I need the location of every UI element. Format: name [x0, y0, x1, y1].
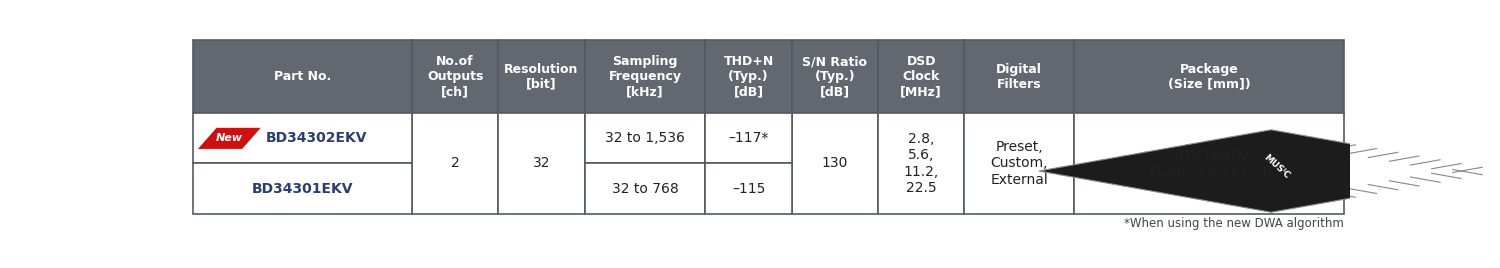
- Bar: [1074, 40, 1344, 113]
- Bar: [792, 113, 877, 214]
- Bar: [964, 40, 1074, 113]
- Bar: [1074, 113, 1344, 214]
- Text: 2.8,
5.6,
11.2,
22.5: 2.8, 5.6, 11.2, 22.5: [903, 132, 939, 195]
- Bar: [194, 113, 412, 163]
- Text: 32 to 768: 32 to 768: [612, 182, 678, 196]
- Text: –117*: –117*: [729, 131, 770, 145]
- Bar: [705, 40, 792, 113]
- Text: BD34301EKV: BD34301EKV: [252, 182, 354, 196]
- Text: HTQFP64BV
(12.0×12.0×1.0): HTQFP64BV (12.0×12.0×1.0): [1150, 148, 1268, 178]
- Bar: [585, 163, 705, 214]
- Bar: [585, 113, 705, 163]
- Polygon shape: [198, 128, 261, 149]
- Bar: [194, 40, 412, 113]
- Bar: [413, 40, 498, 113]
- Text: 32: 32: [532, 157, 550, 170]
- Text: 32 to 1,536: 32 to 1,536: [604, 131, 686, 145]
- Text: MUSᴵC: MUSᴵC: [1263, 153, 1292, 181]
- Bar: [585, 40, 705, 113]
- Bar: [705, 113, 792, 163]
- Bar: [792, 40, 877, 113]
- Text: 130: 130: [822, 157, 848, 170]
- Text: Preset,
Custom,
External: Preset, Custom, External: [990, 140, 1048, 187]
- Bar: [194, 163, 412, 214]
- Text: –115: –115: [732, 182, 765, 196]
- Bar: [498, 113, 585, 214]
- Bar: [413, 113, 498, 214]
- Text: Resolution
[bit]: Resolution [bit]: [504, 63, 579, 91]
- Text: *When using the new DWA algorithm: *When using the new DWA algorithm: [1125, 217, 1344, 230]
- Text: No.of
Outputs
[ch]: No.of Outputs [ch]: [427, 55, 483, 98]
- Text: 2: 2: [452, 157, 459, 170]
- Text: Part No.: Part No.: [274, 70, 332, 83]
- Text: Package
(Size [mm]): Package (Size [mm]): [1167, 63, 1251, 91]
- Polygon shape: [1040, 130, 1500, 212]
- Text: DSD
Clock
[MHz]: DSD Clock [MHz]: [900, 55, 942, 98]
- Text: Sampling
Frequency
[kHz]: Sampling Frequency [kHz]: [609, 55, 681, 98]
- Bar: [705, 163, 792, 214]
- Bar: [498, 40, 585, 113]
- Text: S/N Ratio
(Typ.)
[dB]: S/N Ratio (Typ.) [dB]: [802, 55, 867, 98]
- Text: Digital
Filters: Digital Filters: [996, 63, 1042, 91]
- Text: New: New: [216, 133, 243, 143]
- Text: BD34302EKV: BD34302EKV: [266, 131, 368, 145]
- Bar: [878, 113, 965, 214]
- Text: THD+N
(Typ.)
[dB]: THD+N (Typ.) [dB]: [723, 55, 774, 98]
- Bar: [964, 113, 1074, 214]
- Bar: [878, 40, 965, 113]
